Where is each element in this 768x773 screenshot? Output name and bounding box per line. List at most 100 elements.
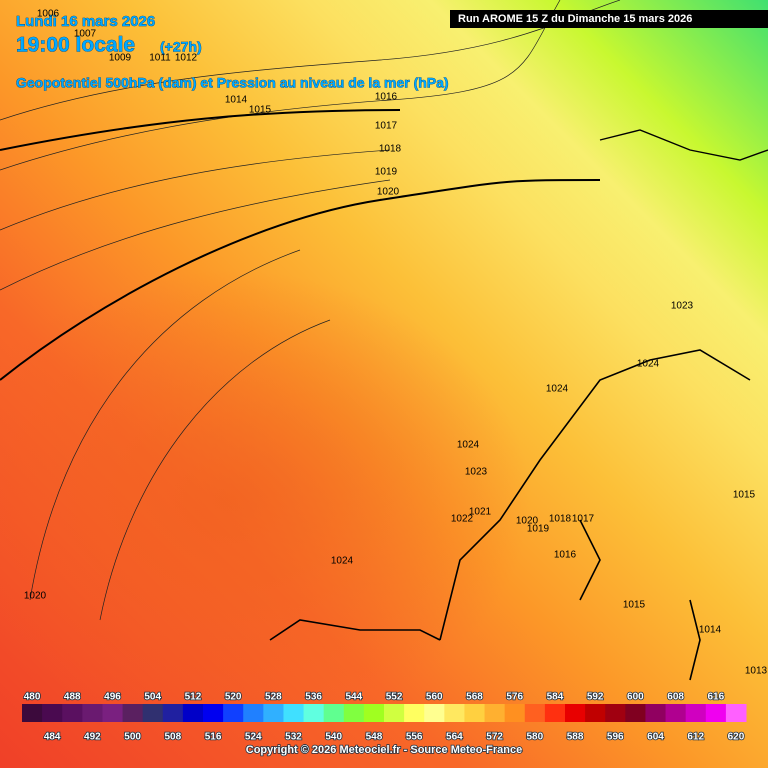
legend-swatch xyxy=(182,704,204,722)
legend-label: 516 xyxy=(205,732,222,743)
legend-swatch xyxy=(122,704,144,722)
legend-label: 552 xyxy=(386,692,403,703)
legend-swatch xyxy=(645,704,667,722)
legend-label: 480 xyxy=(24,692,41,703)
legend-label: 548 xyxy=(366,732,383,743)
isobar-label: 1024 xyxy=(457,440,480,451)
legend-label: 536 xyxy=(305,692,322,703)
isobar-label: 1019 xyxy=(375,167,398,178)
legend-swatch xyxy=(504,704,526,722)
legend-swatch xyxy=(363,704,385,722)
isobar-label: 1015 xyxy=(733,490,756,501)
legend-label: 576 xyxy=(506,692,523,703)
legend-swatch xyxy=(484,704,506,722)
legend-swatch xyxy=(605,704,626,722)
legend-label: 616 xyxy=(707,692,724,703)
legend-swatch xyxy=(444,704,465,722)
legend-swatch xyxy=(62,704,83,722)
isobar-label: 1018 xyxy=(379,144,402,155)
legend-label: 528 xyxy=(265,692,282,703)
legend-swatch xyxy=(263,704,284,722)
legend-label: 604 xyxy=(647,732,664,743)
legend-label: 508 xyxy=(164,732,181,743)
legend-label: 488 xyxy=(64,692,81,703)
date: Lundi 16 mars 2026 xyxy=(16,13,155,30)
legend-swatch xyxy=(162,704,184,722)
isobar-label: 1021 xyxy=(469,507,492,518)
legend-swatch xyxy=(303,704,325,722)
isobar-label: 1024 xyxy=(637,359,660,370)
isobar-label: 1011 xyxy=(149,53,171,64)
legend-swatch xyxy=(404,704,425,722)
isobar-label: 1023 xyxy=(671,301,694,312)
legend-label: 600 xyxy=(627,692,644,703)
isobar-label: 1016 xyxy=(375,92,398,103)
legend-swatch xyxy=(705,704,727,722)
isobar-label: 1007 xyxy=(74,29,97,40)
legend-swatch xyxy=(283,704,305,722)
legend-swatch xyxy=(323,704,345,722)
legend-label: 512 xyxy=(185,692,202,703)
isobar-label: 1015 xyxy=(249,105,272,116)
legend-swatch xyxy=(665,704,687,722)
run-box xyxy=(450,10,768,28)
field-title: Geopotentiel 500hPa (dam) et Pression au… xyxy=(16,75,449,91)
legend-label: 540 xyxy=(325,732,342,743)
legend-label: 564 xyxy=(446,732,463,743)
isobar-label: 1020 xyxy=(377,187,400,198)
isobar-label: 1017 xyxy=(375,121,398,132)
legend-swatch xyxy=(42,704,63,722)
legend-label: 612 xyxy=(687,732,704,743)
legend-swatch xyxy=(625,704,646,722)
isobar-label: 1014 xyxy=(225,95,248,106)
isobar-label: 1014 xyxy=(699,625,722,636)
legend-swatch xyxy=(203,704,224,722)
isobar-label: 1012 xyxy=(175,53,198,64)
legend-label: 608 xyxy=(667,692,684,703)
legend-label: 492 xyxy=(84,732,101,743)
legend-label: 544 xyxy=(345,692,362,703)
legend-label: 524 xyxy=(245,732,262,743)
isobar-label: 1013 xyxy=(745,666,768,677)
isobar-label: 1024 xyxy=(331,556,354,567)
legend-label: 496 xyxy=(104,692,121,703)
legend-swatch xyxy=(102,704,124,722)
legend-swatch xyxy=(384,704,405,722)
legend-label: 484 xyxy=(44,732,61,743)
legend-swatch xyxy=(82,704,103,722)
isobar-label: 1019 xyxy=(527,524,550,535)
legend-swatch xyxy=(464,704,486,722)
legend-label: 532 xyxy=(285,732,302,743)
legend-swatch xyxy=(725,704,747,722)
legend-swatch xyxy=(685,704,707,722)
isobar-label: 1024 xyxy=(546,384,569,395)
legend-swatch xyxy=(22,704,43,722)
isobar-label: 1015 xyxy=(623,600,646,611)
time: 19:00 locale xyxy=(16,34,135,57)
legend-label: 572 xyxy=(486,732,503,743)
legend-swatch xyxy=(223,704,244,722)
legend-swatch xyxy=(343,704,365,722)
legend-swatch xyxy=(585,704,606,722)
isobar-label: 1006 xyxy=(37,9,60,20)
legend-swatch xyxy=(243,704,264,722)
legend-label: 568 xyxy=(466,692,483,703)
isobar-label: 1020 xyxy=(516,516,539,527)
isobar-label: 1018 xyxy=(549,514,572,525)
legend-swatch xyxy=(424,704,445,722)
isobar-label: 1020 xyxy=(24,591,47,602)
legend-swatch xyxy=(142,704,164,722)
legend-label: 620 xyxy=(728,732,745,743)
legend-label: 500 xyxy=(124,732,141,743)
legend-label: 588 xyxy=(567,732,584,743)
isobar-label: 1022 xyxy=(451,514,474,525)
legend-label: 504 xyxy=(144,692,161,703)
isobar-label: 1017 xyxy=(572,514,595,525)
legend-label: 596 xyxy=(607,732,624,743)
legend-swatch xyxy=(565,704,586,722)
run-label: Run AROME 15 Z du Dimanche 15 mars 2026 xyxy=(458,13,692,25)
copyright: Copyright © 2026 Meteociel.fr - Source M… xyxy=(246,744,522,756)
legend-label: 556 xyxy=(406,732,423,743)
legend-label: 520 xyxy=(225,692,242,703)
